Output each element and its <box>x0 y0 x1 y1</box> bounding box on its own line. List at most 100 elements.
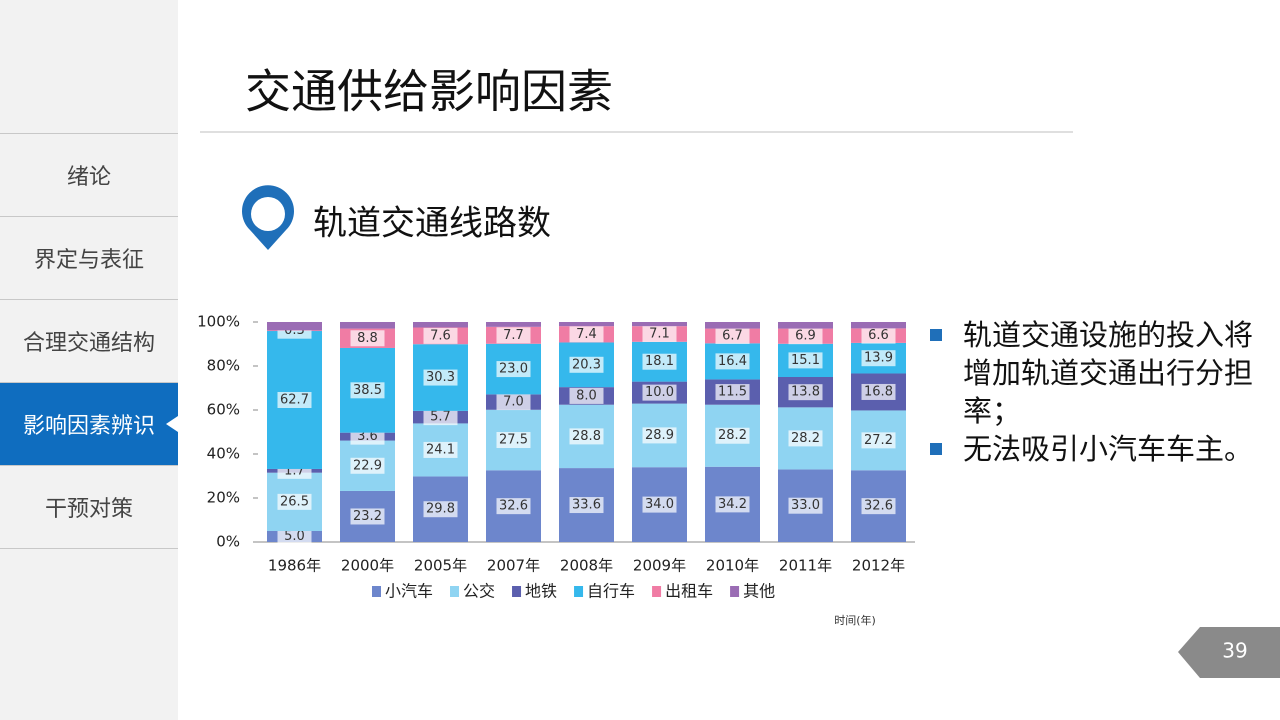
nav-item[interactable]: 影响因素辨识 <box>0 382 178 465</box>
label-bg <box>861 432 896 449</box>
bullet-text: 无法吸引小汽车车主。 <box>963 432 1254 466</box>
page-number: 39 <box>1222 639 1247 663</box>
label-bg <box>423 327 458 344</box>
nav-item[interactable]: 合理交通结构 <box>0 299 178 382</box>
data-label: 34.2 <box>718 497 747 512</box>
label-bg <box>642 427 677 444</box>
label-bg <box>569 387 604 404</box>
legend-label: 自行车 <box>587 582 635 601</box>
label-bg <box>569 497 604 514</box>
legend-swatch <box>652 586 662 597</box>
label-bg <box>788 497 823 514</box>
x-tick-label: 2012年 <box>852 557 905 575</box>
label-bg <box>569 326 604 343</box>
bar-segment <box>340 322 395 329</box>
x-axis-label: 时间(年) <box>834 613 876 627</box>
label-bg <box>350 330 385 347</box>
data-label: 28.2 <box>718 428 747 443</box>
data-label: 6.6 <box>868 328 889 343</box>
label-bg <box>350 457 385 474</box>
pin-icon <box>242 185 295 250</box>
label-bg <box>423 441 458 458</box>
bar-segment <box>851 322 906 329</box>
label-bg <box>788 328 823 345</box>
data-label: 29.8 <box>426 502 455 517</box>
data-label: 5.7 <box>430 410 451 425</box>
x-tick-label: 2005年 <box>414 557 467 575</box>
bar-segment <box>705 322 760 329</box>
data-label: 3.6 <box>357 429 378 444</box>
legend-label: 其他 <box>743 582 775 601</box>
data-label: 33.6 <box>572 498 601 513</box>
nav-item[interactable]: 绪论 <box>0 133 178 216</box>
data-label: 38.5 <box>353 383 382 398</box>
legend-label: 地铁 <box>525 582 557 601</box>
data-label: 20.3 <box>572 357 601 372</box>
label-bg <box>423 501 458 518</box>
data-label: 23.2 <box>353 509 382 524</box>
data-label: 7.6 <box>430 328 451 343</box>
label-bg <box>788 430 823 447</box>
nav-item[interactable]: 界定与表征 <box>0 216 178 299</box>
data-label: 28.9 <box>645 428 674 443</box>
x-tick-label: 2011年 <box>779 557 832 575</box>
label-bg <box>350 382 385 399</box>
x-tick-label: 2007年 <box>487 557 540 575</box>
bar-segment <box>559 322 614 327</box>
data-label: 15.1 <box>791 353 820 368</box>
bar-segment <box>267 322 322 331</box>
data-label: 27.5 <box>499 433 528 448</box>
sidebar: 绪论 界定与表征 合理交通结构 影响因素辨识 干预对策 <box>0 0 178 720</box>
label-bg <box>277 391 312 408</box>
label-bg <box>861 327 896 344</box>
subtitle: 轨道交通线路数 <box>313 204 551 244</box>
label-bg <box>715 496 750 513</box>
bar-segment <box>632 322 687 327</box>
label-bg <box>496 498 531 515</box>
nav-item[interactable]: 干预对策 <box>0 465 178 548</box>
label-bg <box>569 356 604 373</box>
legend-label: 公交 <box>463 582 495 601</box>
y-tick-label: 100% <box>197 313 240 331</box>
label-bg <box>642 353 677 370</box>
data-label: 27.2 <box>864 433 893 448</box>
data-label: 33.0 <box>791 498 820 513</box>
label-bg <box>496 432 531 449</box>
label-bg <box>642 496 677 513</box>
label-bg <box>569 428 604 445</box>
label-bg <box>861 383 896 400</box>
data-label: 30.3 <box>426 370 455 385</box>
y-tick-label: 20% <box>207 489 240 507</box>
x-tick-label: 2000年 <box>341 557 394 575</box>
y-tick-label: 40% <box>207 445 240 463</box>
label-bg <box>788 384 823 401</box>
bar-segment <box>778 322 833 329</box>
data-label: 22.9 <box>353 458 382 473</box>
label-bg <box>715 327 750 344</box>
data-label: 7.1 <box>649 326 670 341</box>
bar-segment <box>486 322 541 327</box>
data-label: 28.2 <box>791 431 820 446</box>
page-badge <box>1178 627 1280 678</box>
data-label: 26.5 <box>280 494 309 509</box>
y-tick-label: 0% <box>216 533 240 551</box>
label-bg <box>277 528 312 545</box>
x-tick-label: 2009年 <box>633 557 686 575</box>
data-label: 8.0 <box>576 388 597 403</box>
data-label: 16.4 <box>718 354 747 369</box>
bar-segment <box>413 322 468 328</box>
label-bg <box>788 352 823 369</box>
label-bg <box>715 427 750 444</box>
legend-label: 出租车 <box>665 582 713 601</box>
data-label: 7.0 <box>503 395 524 410</box>
data-label: 10.0 <box>645 385 674 400</box>
data-label: 8.8 <box>357 331 378 346</box>
data-label: 23.0 <box>499 362 528 377</box>
label-bg <box>496 361 531 378</box>
data-label: 24.1 <box>426 442 455 457</box>
data-label: 34.0 <box>645 497 674 512</box>
label-bg <box>277 493 312 510</box>
legend-swatch <box>574 586 584 597</box>
data-label: 6.7 <box>722 328 743 343</box>
